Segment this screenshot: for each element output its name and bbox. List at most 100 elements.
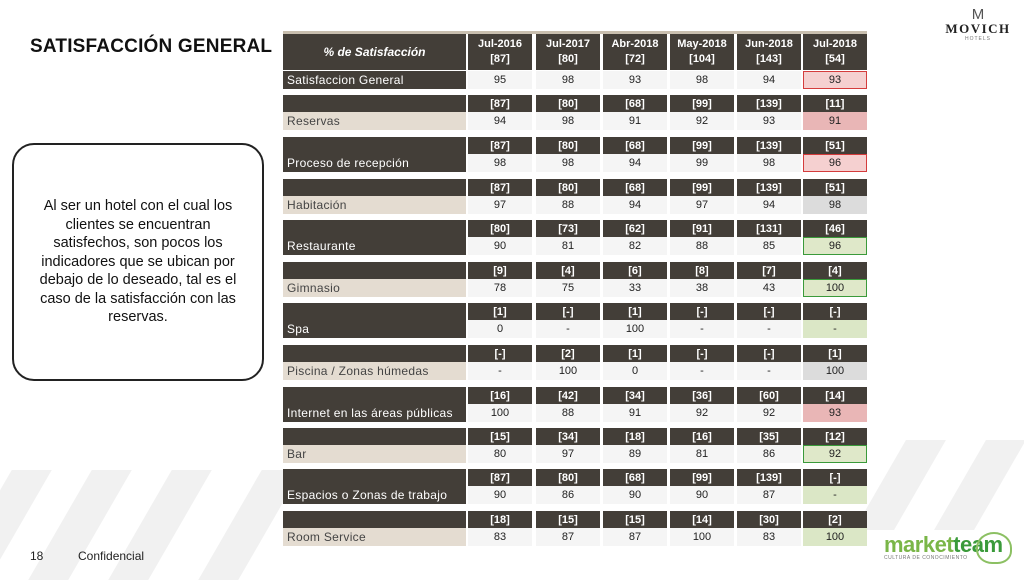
value-cell: 94 (603, 154, 667, 172)
count-cell: [87] (468, 469, 532, 486)
value-cell: 80 (468, 445, 532, 463)
count-cell: [139] (737, 95, 801, 112)
count-cell: [87] (468, 179, 532, 196)
count-cell: [1] (468, 303, 532, 320)
value-cell: 88 (536, 404, 600, 422)
value-cell: 94 (737, 71, 801, 89)
row-label: Gimnasio (283, 279, 466, 297)
value-cell: 33 (603, 279, 667, 297)
count-cell: [7] (737, 262, 801, 279)
count-cell: [60] (737, 387, 801, 404)
column-period: Abr-2018 (611, 38, 659, 50)
column-count: [104] (689, 53, 715, 65)
value-cell: 88 (536, 196, 600, 214)
movich-name: MOVICH (945, 21, 1011, 36)
value-cell: 91 (603, 112, 667, 130)
count-row-spacer (283, 469, 466, 486)
count-cell: [68] (603, 469, 667, 486)
value-cell: 83 (737, 528, 801, 546)
value-cell: 92 (670, 404, 734, 422)
count-cell: [2] (536, 345, 600, 362)
column-header: Jul-2018 [54] (803, 34, 867, 70)
row-label: Piscina / Zonas húmedas (283, 362, 466, 380)
row-label: Espacios o Zonas de trabajo (283, 486, 466, 504)
count-cell: [80] (536, 95, 600, 112)
count-cell: [-] (737, 303, 801, 320)
count-cell: [14] (670, 511, 734, 528)
count-cell: [139] (737, 469, 801, 486)
marketteam-name-a: market (884, 532, 954, 557)
count-row-spacer (283, 95, 466, 112)
row-label: Restaurante (283, 237, 466, 255)
value-cell: 96 (803, 154, 867, 172)
value-cell: 93 (803, 71, 867, 89)
count-cell: [9] (468, 262, 532, 279)
count-row-spacer (283, 345, 466, 362)
column-header: Jul-2017 [80] (536, 34, 600, 70)
value-cell: 94 (603, 196, 667, 214)
count-cell: [4] (803, 262, 867, 279)
count-cell: [2] (803, 511, 867, 528)
count-cell: [131] (737, 220, 801, 237)
count-cell: [8] (670, 262, 734, 279)
value-cell: 87 (737, 486, 801, 504)
value-cell: 81 (670, 445, 734, 463)
value-cell: 87 (536, 528, 600, 546)
value-cell: 38 (670, 279, 734, 297)
table-header-label: % de Satisfacción (283, 34, 466, 70)
count-cell: [4] (536, 262, 600, 279)
value-cell: 81 (536, 237, 600, 255)
value-cell: 98 (670, 71, 734, 89)
value-cell: 95 (468, 71, 532, 89)
value-cell: 0 (468, 320, 532, 338)
column-header: Abr-2018 [72] (603, 34, 667, 70)
value-cell: - (803, 486, 867, 504)
value-cell: 94 (468, 112, 532, 130)
background-stripe (934, 440, 1024, 530)
count-cell: [6] (603, 262, 667, 279)
value-cell: 100 (803, 279, 867, 297)
count-cell: [-] (737, 345, 801, 362)
value-cell: 92 (737, 404, 801, 422)
row-label: Spa (283, 320, 466, 338)
value-cell: 83 (468, 528, 532, 546)
value-cell: 100 (536, 362, 600, 380)
movich-mark-icon: M (971, 6, 985, 23)
value-cell: 88 (670, 237, 734, 255)
value-cell: 85 (737, 237, 801, 255)
row-label: Habitación (283, 196, 466, 214)
note-box: Al ser un hotel con el cual los clientes… (12, 143, 264, 381)
row-label: Satisfaccion General (283, 71, 466, 89)
count-row-spacer (283, 262, 466, 279)
value-cell: 99 (670, 154, 734, 172)
count-cell: [46] (803, 220, 867, 237)
count-cell: [139] (737, 179, 801, 196)
count-cell: [91] (670, 220, 734, 237)
count-row-spacer (283, 137, 466, 154)
value-cell: 93 (803, 404, 867, 422)
column-count: [87] (490, 53, 510, 65)
column-count: [80] (558, 53, 578, 65)
value-cell: 43 (737, 279, 801, 297)
count-cell: [-] (803, 469, 867, 486)
column-period: Jul-2018 (812, 38, 858, 50)
count-cell: [51] (803, 179, 867, 196)
value-cell: 100 (803, 528, 867, 546)
value-cell: 90 (468, 486, 532, 504)
value-cell: 93 (737, 112, 801, 130)
count-cell: [12] (803, 428, 867, 445)
marketteam-tagline: CULTURA DE CONOCIMIENTO (884, 555, 968, 561)
count-cell: [99] (670, 137, 734, 154)
count-cell: [-] (670, 303, 734, 320)
count-cell: [99] (670, 179, 734, 196)
column-period: Jul-2016 (477, 38, 523, 50)
count-cell: [80] (468, 220, 532, 237)
value-cell: 91 (603, 404, 667, 422)
page-title: SATISFACCIÓN GENERAL (30, 36, 273, 57)
value-cell: 82 (603, 237, 667, 255)
value-cell: 100 (603, 320, 667, 338)
background-stripe (854, 440, 946, 530)
note-text: Al ser un hotel con el cual los clientes… (39, 198, 237, 326)
value-cell: 98 (536, 71, 600, 89)
count-cell: [16] (670, 428, 734, 445)
